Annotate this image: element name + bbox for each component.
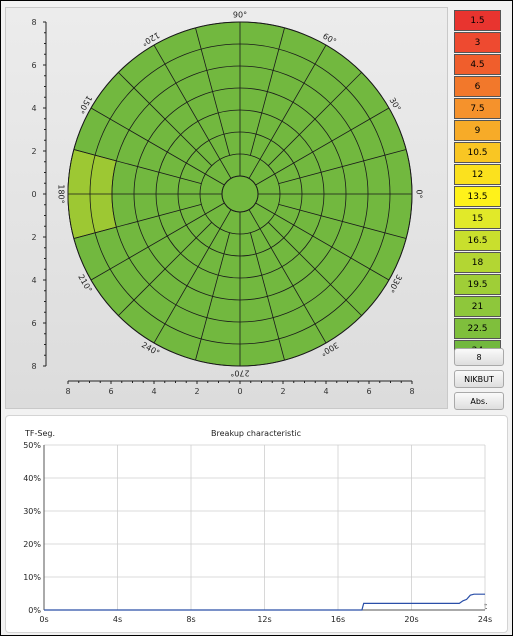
radial-line bbox=[153, 209, 232, 344]
x-axis-tick-label: 6 bbox=[108, 387, 113, 396]
radial-line bbox=[195, 232, 231, 361]
x-axis-tick-label: 6 bbox=[366, 387, 371, 396]
x-tick-label: 4s bbox=[113, 615, 122, 624]
x-axis-label: t bbox=[484, 602, 487, 611]
y-tick-label: 0% bbox=[28, 606, 41, 615]
x-axis-tick-label: 4 bbox=[151, 387, 156, 396]
chart-title: Breakup characteristic bbox=[211, 429, 301, 438]
legend-item: 19.5 bbox=[454, 274, 501, 295]
legend-item: 18 bbox=[454, 252, 501, 273]
y-axis-tick-label: 2 bbox=[31, 233, 36, 242]
angle-label: 0° bbox=[415, 189, 424, 198]
legend-item: 16.5 bbox=[454, 230, 501, 251]
y-axis-label: TF-Seg. bbox=[24, 429, 55, 438]
topography-map: 0°30°60°90°120°150°180°210°240°270°300°3… bbox=[31, 11, 424, 397]
x-tick-label: 0s bbox=[39, 615, 48, 624]
breakup-panel: Breakup characteristic TF-Seg. t 0% 10% 20… bbox=[5, 415, 508, 633]
x-tick-label: 20s bbox=[404, 615, 418, 624]
x-axis-tick-label: 0 bbox=[237, 387, 242, 396]
radial-line bbox=[90, 202, 225, 281]
y-axis-tick-label: 4 bbox=[31, 104, 36, 113]
radial-line bbox=[195, 27, 231, 156]
y-tick-label: 20% bbox=[23, 540, 41, 549]
x-axis-tick-label: 2 bbox=[280, 387, 285, 396]
radial-line bbox=[268, 222, 362, 316]
radial-line bbox=[268, 72, 362, 166]
legend-item: 9 bbox=[454, 120, 501, 141]
nikbut-button[interactable]: NIKBUT bbox=[454, 370, 504, 388]
radial-line bbox=[249, 232, 285, 361]
center-zone bbox=[221, 175, 259, 213]
y-tick-label: 50% bbox=[23, 441, 41, 450]
x-axis-tick-label: 8 bbox=[409, 387, 414, 396]
x-axis-tick-label: 4 bbox=[323, 387, 328, 396]
abs-button[interactable]: Abs. bbox=[454, 392, 504, 410]
radial-line bbox=[73, 149, 202, 185]
legend-item: 10.5 bbox=[454, 142, 501, 163]
radial-line bbox=[73, 203, 202, 239]
radius-button[interactable]: 8 bbox=[454, 348, 504, 366]
legend-item: 6 bbox=[454, 76, 501, 97]
y-axis-tick-label: 2 bbox=[31, 147, 36, 156]
breakup-chart: Breakup characteristic TF-Seg. t 0% 10% 20… bbox=[23, 429, 492, 624]
y-axis-tick-label: 6 bbox=[31, 61, 36, 70]
legend-item: 3 bbox=[454, 32, 501, 53]
angle-label: 270° bbox=[230, 369, 249, 378]
breakup-series-line bbox=[44, 593, 485, 611]
y-axis-tick-label: 0 bbox=[31, 190, 36, 199]
y-axis-tick-label: 4 bbox=[31, 276, 36, 285]
y-axis-tick-label: 6 bbox=[31, 319, 36, 328]
y-axis-tick-label: 8 bbox=[31, 18, 36, 27]
radial-line bbox=[278, 149, 407, 185]
color-scale-legend: 1.5 3 4.5 6 7.5 9 10.5 12 13.5 15 16.5 18 19.5 21 22.5… bbox=[454, 10, 503, 362]
x-axis-tick-label: 2 bbox=[194, 387, 199, 396]
y-tick-label: 30% bbox=[23, 507, 41, 516]
radial-line bbox=[278, 203, 407, 239]
y-tick-label: 40% bbox=[23, 474, 41, 483]
radial-line bbox=[248, 209, 327, 344]
legend-item: 21 bbox=[454, 296, 501, 317]
radial-line bbox=[255, 107, 390, 186]
radial-line bbox=[90, 107, 225, 186]
legend-item: 1.5 bbox=[454, 10, 501, 31]
radial-line bbox=[118, 222, 212, 316]
x-tick-label: 8s bbox=[186, 615, 195, 624]
x-axis-tick-label: 8 bbox=[65, 387, 70, 396]
y-tick-label: 10% bbox=[23, 573, 41, 582]
legend-item: 7.5 bbox=[454, 98, 501, 119]
x-tick-label: 24s bbox=[478, 615, 492, 624]
legend-item: 22.5 bbox=[454, 318, 501, 339]
radial-line bbox=[249, 27, 285, 156]
angle-label: 90° bbox=[233, 11, 247, 20]
legend-item: 15 bbox=[454, 208, 501, 229]
radial-line bbox=[255, 202, 390, 281]
x-tick-label: 12s bbox=[257, 615, 271, 624]
legend-item: 12 bbox=[454, 164, 501, 185]
radial-line bbox=[118, 72, 212, 166]
legend-item: 4.5 bbox=[454, 54, 501, 75]
radial-line bbox=[248, 44, 327, 179]
radial-line bbox=[153, 44, 232, 179]
y-axis-tick-label: 8 bbox=[31, 362, 36, 371]
legend-item: 13.5 bbox=[454, 186, 501, 207]
x-tick-label: 16s bbox=[331, 615, 345, 624]
angle-label: 180° bbox=[57, 184, 66, 203]
topography-panel: 0° 30° 60° 90° 120° 150° 180° 210° 240° 270° 300° 3… bbox=[5, 7, 448, 409]
